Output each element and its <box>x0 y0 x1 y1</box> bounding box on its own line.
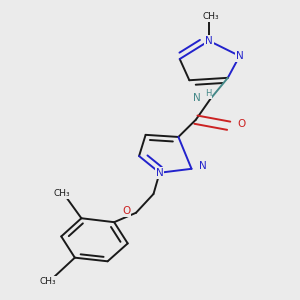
Text: CH₃: CH₃ <box>53 190 70 199</box>
Text: N: N <box>156 168 164 178</box>
Text: H: H <box>206 89 212 98</box>
Text: CH₃: CH₃ <box>39 277 56 286</box>
Text: N: N <box>236 51 244 61</box>
Text: CH₃: CH₃ <box>203 12 220 21</box>
Text: N: N <box>193 92 201 103</box>
Text: N: N <box>205 36 213 46</box>
Text: O: O <box>238 119 246 129</box>
Text: O: O <box>122 206 130 216</box>
Text: N: N <box>199 161 206 171</box>
